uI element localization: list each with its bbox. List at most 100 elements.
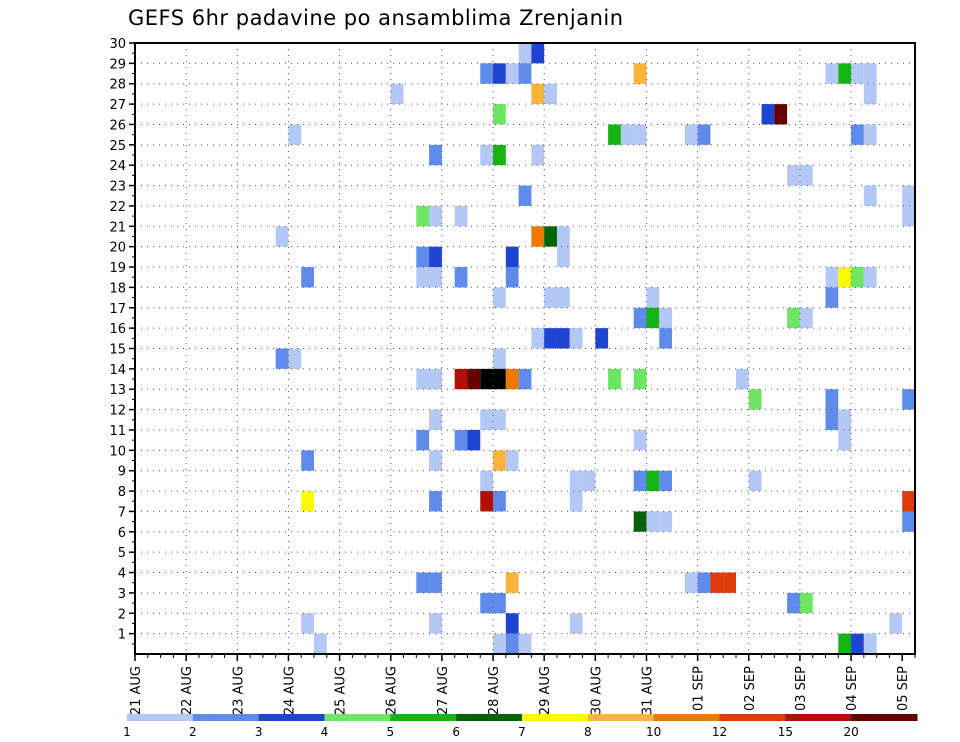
heatmap-cell	[429, 368, 442, 390]
heatmap-cell	[902, 185, 915, 206]
heatmap-cell	[863, 124, 877, 145]
x-tick-label: 29 AUG	[538, 666, 553, 715]
heatmap-cell	[429, 572, 442, 593]
y-tick-label: 21	[109, 220, 126, 235]
x-tick-label: 27 AUG	[436, 666, 451, 715]
x-tick-label: 23 AUG	[231, 666, 246, 715]
y-tick-label: 2	[118, 607, 126, 622]
heatmap-cell	[480, 470, 494, 492]
heatmap-cell	[493, 450, 506, 471]
heatmap-cell	[556, 287, 570, 308]
heatmap-cell	[518, 633, 532, 654]
heatmap-cell	[416, 572, 430, 593]
y-tick-label: 23	[109, 180, 126, 195]
heatmap-cell	[646, 511, 660, 532]
y-tick-label: 10	[109, 444, 126, 459]
x-tick-label: 04 SEP	[845, 666, 860, 711]
heatmap-cell	[851, 633, 864, 654]
heatmap-cell	[518, 63, 532, 84]
colorbar-label: 12	[712, 725, 727, 739]
heatmap-cell	[659, 328, 673, 349]
heatmap-cell	[620, 124, 634, 145]
heatmap-cell	[851, 124, 864, 145]
heatmap-cell	[505, 63, 519, 84]
colorbar-swatch	[587, 714, 655, 721]
heatmap-cell	[569, 491, 583, 512]
colorbar-swatch	[324, 714, 391, 721]
heatmap-cell	[761, 104, 775, 125]
heatmap-cell	[467, 368, 481, 390]
heatmap-cell	[429, 450, 442, 471]
colorbar-swatch	[127, 714, 194, 721]
heatmap-cell	[518, 43, 532, 64]
heatmap-cell	[531, 144, 545, 166]
colorbar-legend: 1 2 3 4 5 6 7 8 10 12 15 20	[123, 714, 918, 739]
heatmap-cell	[684, 124, 698, 145]
heatmap-cell	[416, 267, 430, 288]
heatmap-cell	[454, 267, 468, 288]
heatmap-cell	[889, 613, 903, 634]
heatmap-cell	[863, 633, 877, 654]
heatmap-cell	[301, 613, 315, 634]
heatmap-cell	[416, 246, 430, 268]
heatmap-cell	[544, 226, 557, 247]
heatmap-cell	[454, 368, 468, 390]
heatmap-cell	[505, 450, 519, 471]
heatmap-cell	[569, 328, 583, 349]
heatmap-cell	[748, 389, 762, 410]
heatmap-cell	[825, 287, 839, 308]
heatmap-cell	[454, 429, 468, 451]
heatmap-cell	[429, 409, 442, 430]
heatmap-cell	[787, 307, 800, 329]
heatmap-cell	[416, 429, 430, 451]
heatmap-cell	[480, 409, 494, 430]
heatmap-cell	[851, 267, 864, 288]
heatmap-cell	[505, 246, 519, 268]
heatmap-cell	[505, 368, 519, 390]
heatmap-cell	[556, 226, 570, 247]
heatmap-cell	[838, 429, 852, 451]
heatmap-cell	[633, 429, 647, 451]
heatmap-cell	[608, 124, 621, 145]
heatmap-cell	[902, 205, 915, 227]
y-tick-label: 19	[109, 261, 126, 276]
heatmap-cell	[633, 470, 647, 492]
heatmap-cell	[544, 83, 557, 105]
heatmap-cell	[799, 165, 813, 186]
heatmap-cell	[288, 348, 302, 369]
y-tick-label: 5	[118, 546, 126, 561]
y-tick-label: 29	[109, 57, 126, 72]
heatmap-cell	[531, 43, 545, 64]
heatmap-cell	[544, 287, 557, 308]
heatmap-cell	[556, 246, 570, 268]
x-axis: 21 AUG 22 AUG 23 AUG 24 AUG 25 AUG 26 AUG 27 A…	[129, 654, 916, 715]
colorbar-label: 15	[778, 725, 793, 739]
heatmap-cell	[799, 592, 813, 614]
y-tick-label: 28	[109, 78, 126, 93]
heatmap-cell	[595, 328, 609, 349]
y-tick-label: 1	[118, 628, 126, 643]
y-tick-label: 13	[109, 383, 126, 398]
heatmap-cell	[493, 63, 506, 84]
y-axis: 1234567891011121314151617181920212223242…	[109, 37, 135, 645]
colorbar-swatch	[785, 714, 852, 721]
heatmap-cell	[301, 267, 315, 288]
heatmap-cell	[659, 511, 673, 532]
heatmap-cell	[531, 83, 545, 105]
heatmap-cell	[582, 470, 596, 492]
heatmap-cell	[838, 267, 852, 288]
x-tick-label: 05 SEP	[896, 666, 911, 711]
y-tick-label: 20	[109, 241, 126, 256]
heatmap-cell	[480, 63, 494, 84]
heatmap-cell	[902, 491, 915, 512]
x-tick-label: 24 AUG	[282, 666, 297, 715]
y-tick-label: 16	[109, 322, 126, 337]
heatmap-cell	[633, 511, 647, 532]
heatmap-cell	[493, 104, 506, 125]
y-tick-label: 22	[109, 200, 126, 215]
heatmap-cell	[493, 144, 506, 166]
heatmap-cell	[633, 368, 647, 390]
heatmap-cell	[787, 592, 800, 614]
heatmap-cell	[838, 409, 852, 430]
